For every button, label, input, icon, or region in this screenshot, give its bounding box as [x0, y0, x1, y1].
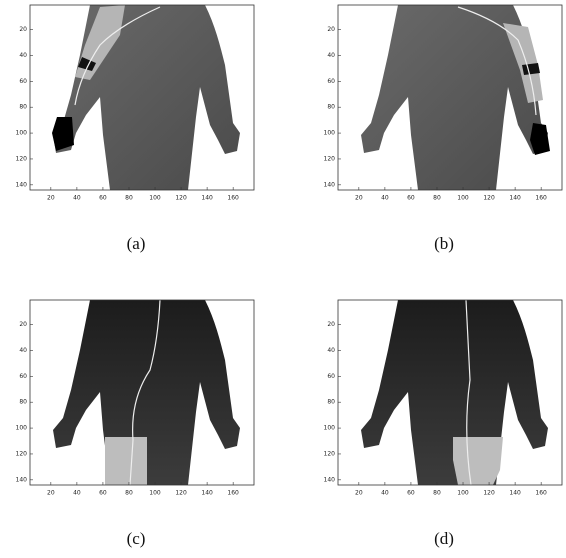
y-tick-label: 40: [19, 52, 27, 59]
x-tick-label: 60: [407, 195, 415, 202]
depth-image: [361, 300, 548, 485]
x-tick-label: 40: [381, 490, 389, 497]
leg-segment: [105, 437, 147, 485]
x-tick-label: 160: [227, 195, 239, 202]
panel: 20 40 60 80 100 120 140 160 20 40 60 80 100 120 140 (d): [324, 300, 562, 548]
x-tick-label: 60: [407, 490, 415, 497]
x-tick-label: 80: [125, 195, 133, 202]
y-tick-label: 60: [327, 78, 335, 85]
y-tick-label: 60: [19, 373, 27, 380]
x-tick-label: 20: [47, 490, 55, 497]
x-tick-label: 140: [201, 195, 213, 202]
x-tick-label: 140: [509, 195, 521, 202]
depth-image: [361, 5, 550, 190]
y-tick-label: 40: [327, 347, 335, 354]
x-tick-label: 80: [125, 490, 133, 497]
x-tick-label: 160: [535, 195, 547, 202]
panel-caption: (c): [127, 529, 146, 548]
x-tick-label: 80: [433, 490, 441, 497]
x-tick-label: 100: [149, 490, 161, 497]
x-tick-label: 160: [535, 490, 547, 497]
hand: [52, 117, 74, 151]
x-tick-label: 60: [99, 490, 107, 497]
x-tick-label: 20: [47, 195, 55, 202]
x-tick-label: 140: [201, 490, 213, 497]
x-tick-label: 100: [457, 490, 469, 497]
y-tick-label: 120: [324, 155, 336, 162]
y-tick-label: 20: [19, 321, 27, 328]
y-tick-label: 20: [327, 26, 335, 33]
y-tick-label: 80: [327, 399, 335, 406]
panel: 20 40 60 80 100 120 140 160 20 40 60 80 100 120 140 (a): [16, 5, 254, 253]
x-tick-label: 40: [381, 195, 389, 202]
y-tick-label: 60: [19, 78, 27, 85]
x-tick-label: 120: [175, 490, 187, 497]
depth-image: [52, 5, 240, 190]
y-tick-label: 140: [324, 476, 336, 483]
y-tick-label: 100: [16, 425, 28, 432]
figure: 20 40 60 80 100 120 140 160 20 40 60 80 100 120 140 (a)…: [0, 0, 566, 558]
y-tick-label: 120: [324, 450, 336, 457]
y-tick-label: 60: [327, 373, 335, 380]
panel: 20 40 60 80 100 120 140 160 20 40 60 80 100 120 140 (b): [324, 5, 562, 253]
y-tick-label: 140: [16, 181, 28, 188]
y-tick-label: 40: [327, 52, 335, 59]
y-tick-label: 140: [324, 181, 336, 188]
panel-caption: (a): [127, 234, 146, 253]
y-tick-label: 100: [324, 425, 336, 432]
x-tick-label: 80: [433, 195, 441, 202]
y-tick-label: 40: [19, 347, 27, 354]
x-tick-label: 20: [355, 490, 363, 497]
leg-segment: [453, 437, 503, 485]
x-tick-label: 100: [457, 195, 469, 202]
silhouette: [53, 5, 240, 190]
y-tick-label: 80: [19, 399, 27, 406]
panel-caption: (b): [434, 234, 454, 253]
x-tick-label: 120: [175, 195, 187, 202]
panel-caption: (d): [434, 529, 454, 548]
depth-image: [53, 300, 240, 485]
x-tick-label: 100: [149, 195, 161, 202]
x-tick-label: 140: [509, 490, 521, 497]
y-tick-label: 20: [19, 26, 27, 33]
y-tick-label: 140: [16, 476, 28, 483]
y-tick-label: 120: [16, 450, 28, 457]
y-tick-label: 80: [327, 104, 335, 111]
x-tick-label: 40: [73, 490, 81, 497]
y-tick-label: 120: [16, 155, 28, 162]
x-tick-label: 40: [73, 195, 81, 202]
x-tick-label: 120: [483, 490, 495, 497]
y-tick-label: 80: [19, 104, 27, 111]
x-tick-label: 20: [355, 195, 363, 202]
panel: 20 40 60 80 100 120 140 160 20 40 60 80 100 120 140 (c): [16, 300, 254, 548]
x-tick-label: 160: [227, 490, 239, 497]
arm-band: [522, 63, 540, 75]
y-tick-label: 100: [16, 130, 28, 137]
x-tick-label: 120: [483, 195, 495, 202]
y-tick-label: 100: [324, 130, 336, 137]
y-tick-label: 20: [327, 321, 335, 328]
x-tick-label: 60: [99, 195, 107, 202]
